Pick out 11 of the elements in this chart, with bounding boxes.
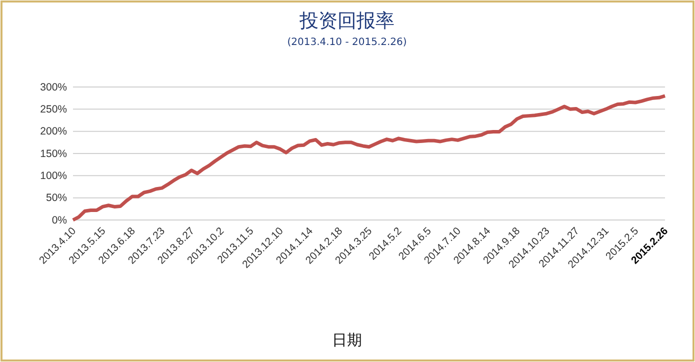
chart-subtitle: (2013.4.10 - 2015.2.26) (287, 37, 407, 48)
line-series (71, 94, 667, 222)
y-tick-label: 100% (40, 170, 67, 182)
chart-title: 投资回报率 (298, 10, 394, 32)
x-axis-title: 日期 (332, 331, 362, 349)
y-tick-label: 300% (40, 81, 67, 94)
y-tick-label: 200% (40, 126, 67, 138)
y-tick-label: 250% (40, 104, 67, 116)
y-tick-label: 50% (46, 192, 67, 204)
y-tick-label: 0% (52, 214, 67, 226)
y-tick-label: 150% (40, 148, 67, 160)
